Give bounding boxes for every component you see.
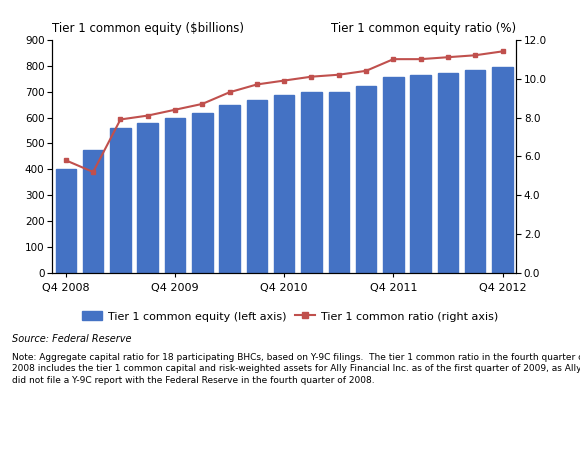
Bar [301,92,322,273]
Bar [465,70,485,273]
Text: Note: Aggregate capital ratio for 18 participating BHCs, based on Y-9C filings. : Note: Aggregate capital ratio for 18 par… [12,353,580,385]
Bar [83,150,103,273]
Bar [356,86,376,273]
Bar [192,113,212,273]
Bar [56,170,76,273]
Text: Source: Federal Reserve: Source: Federal Reserve [12,334,131,344]
Bar [411,75,431,273]
Bar [274,95,295,273]
Text: Tier 1 common equity ($billions): Tier 1 common equity ($billions) [52,22,244,35]
Legend: Tier 1 common equity (left axis), Tier 1 common ratio (right axis): Tier 1 common equity (left axis), Tier 1… [78,307,502,326]
Bar [383,77,404,273]
Bar [137,123,158,273]
Text: Tier 1 common equity ratio (%): Tier 1 common equity ratio (%) [331,22,516,35]
Bar [492,67,513,273]
Bar [328,92,349,273]
Bar [246,100,267,273]
Bar [110,128,130,273]
Bar [219,105,240,273]
Bar [165,118,185,273]
Bar [438,73,458,273]
